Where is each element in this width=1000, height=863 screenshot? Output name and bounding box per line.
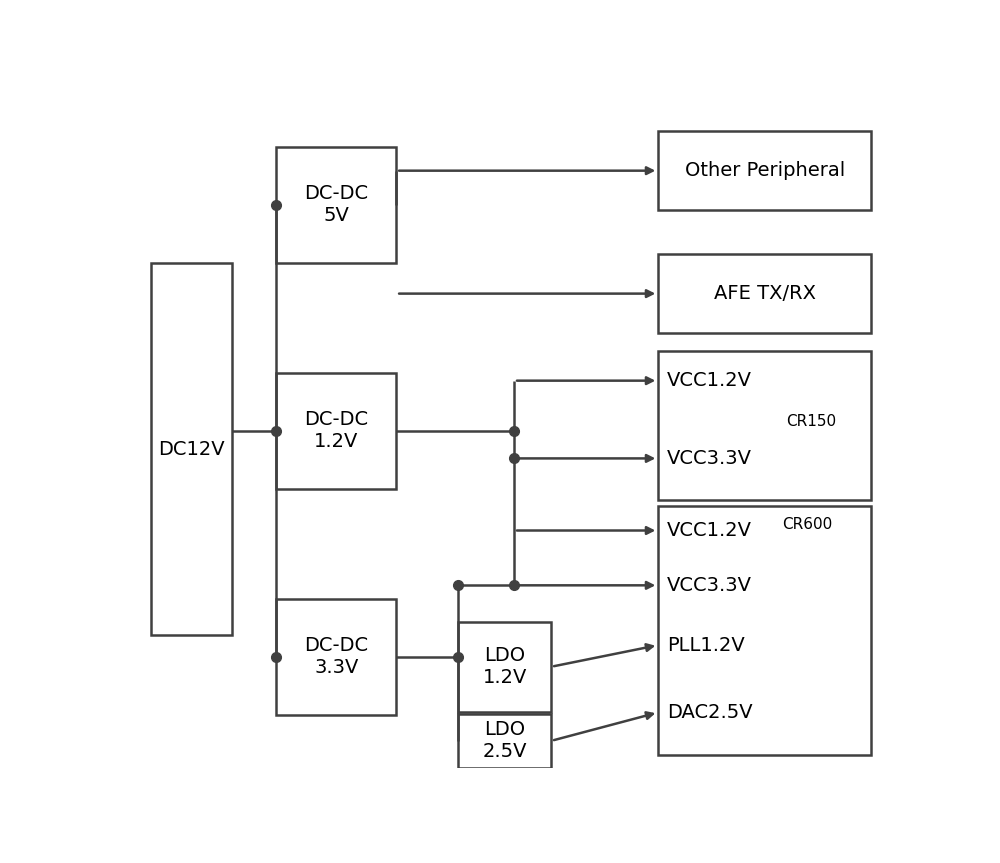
FancyBboxPatch shape: [276, 147, 396, 263]
Text: VCC3.3V: VCC3.3V: [667, 449, 752, 468]
FancyBboxPatch shape: [658, 255, 871, 333]
FancyBboxPatch shape: [458, 714, 551, 768]
Text: VCC1.2V: VCC1.2V: [667, 371, 752, 390]
FancyBboxPatch shape: [658, 131, 871, 210]
Text: LDO
2.5V: LDO 2.5V: [482, 721, 527, 761]
Text: AFE TX/RX: AFE TX/RX: [714, 284, 816, 303]
Text: Other Peripheral: Other Peripheral: [685, 161, 845, 180]
FancyBboxPatch shape: [276, 373, 396, 489]
Text: DAC2.5V: DAC2.5V: [667, 703, 752, 722]
Text: DC-DC
3.3V: DC-DC 3.3V: [304, 636, 368, 677]
Text: VCC3.3V: VCC3.3V: [667, 576, 752, 595]
Text: DC-DC
1.2V: DC-DC 1.2V: [304, 410, 368, 451]
Text: DC-DC
5V: DC-DC 5V: [304, 185, 368, 225]
Text: LDO
1.2V: LDO 1.2V: [483, 646, 527, 687]
Text: DC12V: DC12V: [158, 439, 225, 458]
FancyBboxPatch shape: [658, 506, 871, 755]
Text: CR600: CR600: [782, 517, 832, 532]
Text: PLL1.2V: PLL1.2V: [667, 636, 744, 655]
Text: VCC1.2V: VCC1.2V: [667, 521, 752, 540]
Text: CR150: CR150: [786, 413, 836, 429]
FancyBboxPatch shape: [151, 263, 232, 635]
FancyBboxPatch shape: [276, 599, 396, 715]
FancyBboxPatch shape: [458, 622, 551, 712]
FancyBboxPatch shape: [658, 350, 871, 501]
